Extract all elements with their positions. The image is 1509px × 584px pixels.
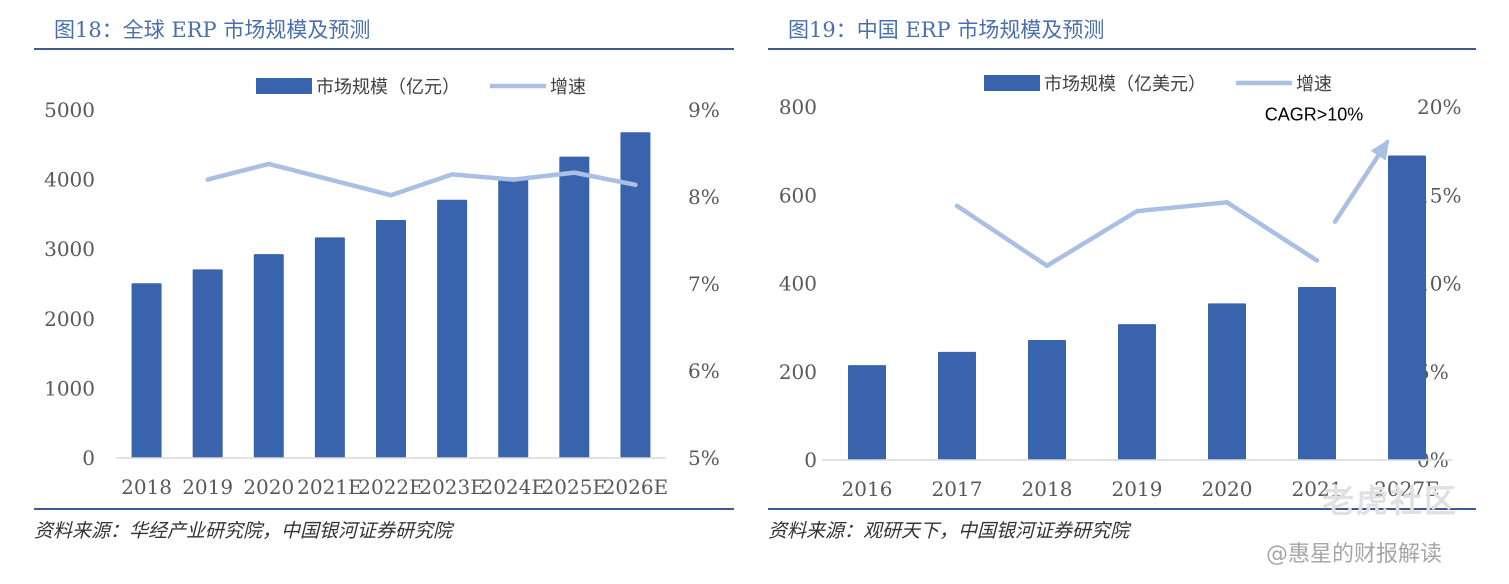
bar	[1208, 303, 1246, 460]
x-tick-label: 2027E	[1374, 477, 1440, 501]
annotation-label: CAGR>10%	[1265, 104, 1364, 124]
watermark-account: @惠星的财报解读	[1266, 542, 1443, 567]
y-left-tick-label: 1000	[44, 376, 95, 400]
bottom-rule	[34, 508, 734, 510]
bar	[848, 365, 886, 460]
y-left-tick-label: 2000	[44, 307, 95, 331]
x-tick-label: 2020	[1202, 477, 1253, 501]
y-left-tick-label: 0	[804, 448, 817, 472]
bar	[559, 156, 590, 458]
left-figure: 图18：全球 ERP 市场规模及预测 0 1000 2000 3000 4000 5000…	[0, 0, 745, 584]
x-tick-label: 2018	[1022, 477, 1073, 501]
growth-line	[205, 161, 638, 198]
y-left-tick-label: 5000	[44, 98, 95, 122]
legend-label: 市场规模（亿元）	[316, 77, 460, 98]
bar	[253, 254, 284, 458]
x-tick-label: 2016	[842, 477, 893, 501]
bar	[192, 269, 223, 458]
global-erp-chart: 0 1000 2000 3000 4000 5000 5% 6% 7% 8% 9% 2018 2019 2…	[44, 77, 720, 499]
y-left-tick-label: 400	[779, 272, 817, 296]
bar	[498, 178, 529, 458]
y-left-tick-label: 800	[779, 95, 817, 119]
y-left-tick-label: 200	[779, 360, 817, 384]
figure-title: 图19：中国 ERP 市场规模及预测	[788, 18, 1105, 42]
x-tick-label: 2026E	[603, 475, 669, 499]
bar	[1028, 339, 1066, 460]
bar	[1298, 287, 1336, 460]
x-tick-label: 2025E	[542, 475, 608, 499]
x-tick-label: 2019	[1112, 477, 1163, 501]
title-rule	[34, 48, 734, 50]
x-tick-label: 2021E	[297, 475, 363, 499]
y-right-tick-label: 8%	[688, 185, 720, 209]
annotation-arrowhead	[1370, 138, 1390, 161]
legend-swatch-bar	[984, 75, 1040, 91]
y-left-tick-label: 600	[779, 183, 817, 207]
legend-label: 增速	[1296, 74, 1332, 95]
bar	[1388, 155, 1426, 460]
legend-label: 市场规模（亿美元）	[1044, 74, 1206, 95]
x-tick-label: 2023E	[419, 475, 485, 499]
bar	[131, 283, 162, 458]
bar	[314, 237, 345, 458]
growth-line	[954, 200, 1320, 269]
x-tick-label: 2017	[932, 477, 983, 501]
x-tick-label: 2022E	[358, 475, 424, 499]
bar	[376, 219, 406, 458]
figure-title: 图18：全球 ERP 市场规模及预测	[54, 18, 371, 42]
y-left-tick-label: 4000	[44, 168, 95, 192]
x-tick-label: 2021	[1292, 477, 1343, 501]
y-right-tick-label: 6%	[688, 359, 720, 383]
y-left-tick-label: 3000	[44, 237, 95, 261]
x-tick-label: 2019	[182, 475, 233, 499]
bar	[437, 199, 468, 458]
bar	[938, 351, 976, 460]
x-tick-label: 2018	[121, 475, 172, 499]
x-tick-label: 2020	[243, 475, 294, 499]
watermark-brand: 老虎社区	[1322, 482, 1459, 520]
y-right-tick-label: 7%	[688, 272, 720, 296]
y-right-tick-label: 20%	[1417, 95, 1461, 119]
right-figure: 图19：中国 ERP 市场规模及预测 0 200 400 600 800 0% 5% 10% 1…	[752, 0, 1509, 584]
source-note: 资料来源：观研天下，中国银河证券研究院	[768, 520, 1130, 542]
y-right-tick-label: 9%	[688, 98, 720, 122]
bar	[1118, 324, 1156, 460]
legend-label: 增速	[550, 77, 586, 98]
title-rule	[768, 48, 1476, 50]
x-tick-label: 2024E	[480, 475, 546, 499]
bottom-rule	[768, 508, 1476, 510]
y-left-tick-label: 0	[82, 446, 95, 470]
source-note: 资料来源：华经产业研究院，中国银河证券研究院	[34, 520, 453, 542]
bar	[620, 132, 651, 458]
legend-swatch-bar	[256, 78, 312, 94]
y-right-tick-label: 5%	[688, 446, 720, 470]
